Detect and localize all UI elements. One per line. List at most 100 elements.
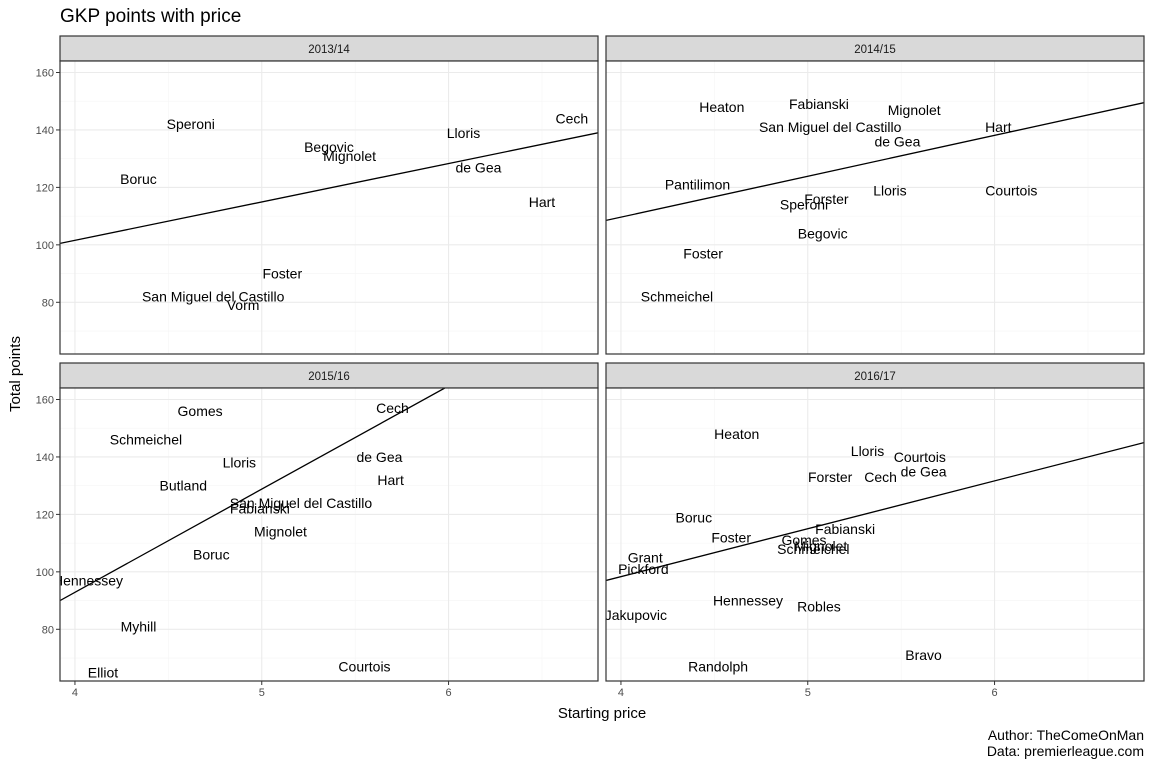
point-label: Mignolet — [888, 102, 941, 118]
point-label: Hart — [985, 119, 1012, 135]
strip-background — [605, 362, 1145, 389]
point-label: Fabianski — [230, 501, 290, 517]
point-label: Foster — [262, 266, 302, 282]
point-label: Speroni — [167, 116, 215, 132]
point-label: Pantilimon — [665, 177, 730, 193]
x-tick-label: 5 — [259, 687, 265, 699]
point-label: Boruc — [193, 547, 230, 563]
point-label: Begovic — [798, 225, 848, 241]
x-tick-label: 6 — [991, 687, 997, 699]
point-label: Foster — [711, 529, 751, 545]
point-label: San Miguel del Castillo — [759, 119, 902, 135]
y-tick-label: 80 — [42, 624, 54, 636]
y-axis-title: Total points — [7, 336, 24, 412]
x-tick-label: 4 — [618, 687, 624, 699]
point-label: Randolph — [688, 659, 748, 675]
point-label: Lloris — [223, 455, 256, 471]
point-label: Jakupovic — [605, 607, 667, 623]
caption-source: Data: premierleague.com — [987, 743, 1144, 759]
point-label: de Gea — [901, 463, 947, 479]
point-label: Gomes — [178, 403, 223, 419]
x-tick-label: 4 — [72, 687, 78, 699]
point-label: Myhill — [121, 618, 157, 634]
strip-background — [59, 35, 599, 62]
point-label: Elliot — [88, 664, 118, 680]
y-tick-label: 140 — [36, 125, 54, 137]
panel-background — [606, 61, 1144, 354]
y-tick-label: 100 — [36, 240, 54, 252]
point-label: Fabianski — [815, 521, 875, 537]
point-label: Begovic — [304, 139, 354, 155]
facet-strip-label: 2015/16 — [308, 371, 350, 383]
point-label: Heaton — [714, 426, 759, 442]
point-label: Schmeichel — [110, 432, 182, 448]
panel-border — [59, 387, 599, 682]
point-label: Courtois — [985, 182, 1037, 198]
y-tick-label: 120 — [36, 182, 54, 194]
point-label: Butland — [160, 478, 207, 494]
point-label: Cech — [556, 110, 589, 126]
caption-author: Author: TheComeOnMan — [988, 727, 1144, 743]
y-tick-label: 140 — [36, 452, 54, 464]
y-tick-label: 120 — [36, 509, 54, 521]
point-label: de Gea — [356, 449, 402, 465]
facet-strip-label: 2014/15 — [854, 44, 896, 56]
point-label: Courtois — [894, 449, 946, 465]
x-tick-label: 5 — [805, 687, 811, 699]
panel-background — [60, 61, 598, 354]
x-axis-title: Starting price — [558, 705, 646, 722]
trend-line — [606, 441, 1144, 582]
point-label: Forster — [804, 191, 849, 207]
trend-line — [606, 102, 1144, 222]
point-label: Mignolet — [254, 524, 307, 540]
panel-background — [60, 388, 598, 681]
panel-2015-16: 2015/16 Gomes Cech Schmeichel de Gea Lloris Ha… — [36, 362, 599, 699]
trend-line — [60, 132, 598, 245]
point-label: Hennessey — [53, 572, 123, 588]
point-labels: Gomes Cech Schmeichel de Gea Lloris Hart Butla… — [53, 400, 409, 680]
panel-border — [605, 60, 1145, 355]
facet-strip-label: 2016/17 — [854, 371, 896, 383]
chart-title: GKP points with price — [60, 6, 241, 27]
point-label: Heaton — [699, 99, 744, 115]
point-label: Forster — [808, 469, 853, 485]
y-tick-label: 80 — [42, 297, 54, 309]
point-label: Gomes — [781, 532, 826, 548]
point-label: Boruc — [676, 509, 713, 525]
point-label: Speroni — [780, 197, 828, 213]
point-label: San Miguel del Castillo — [142, 289, 285, 305]
point-label: Boruc — [120, 171, 157, 187]
point-label: Hennessey — [713, 593, 783, 609]
y-tick-label: 160 — [36, 394, 54, 406]
point-label: Bravo — [905, 647, 942, 663]
y-tick-label: 100 — [36, 567, 54, 579]
point-label: Vorm — [227, 297, 260, 313]
point-label: San Miguel del Castillo — [230, 495, 373, 511]
panel-border — [59, 60, 599, 355]
point-label: Courtois — [338, 659, 390, 675]
panel-border — [605, 387, 1145, 682]
point-label: Foster — [683, 245, 723, 261]
point-label: Mignolet — [323, 148, 376, 164]
point-label: Schmeichel — [777, 541, 849, 557]
trend-line — [60, 388, 446, 602]
panel-background — [606, 388, 1144, 681]
point-label: de Gea — [455, 159, 501, 175]
point-label: Schmeichel — [641, 289, 713, 305]
point-label: Lloris — [851, 443, 884, 459]
strip-background — [605, 35, 1145, 62]
point-label: Cech — [864, 469, 897, 485]
point-label: Robles — [797, 598, 841, 614]
point-label: de Gea — [874, 133, 920, 149]
point-label: Lloris — [873, 182, 906, 198]
point-label: Cech — [376, 400, 409, 416]
point-label: Lloris — [447, 125, 480, 141]
point-label: Mignolet — [794, 538, 847, 554]
point-label: Grant — [628, 549, 663, 565]
